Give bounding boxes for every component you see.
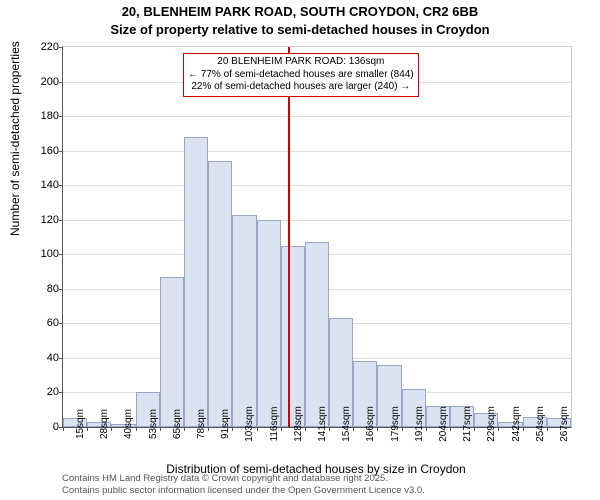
x-tick-mark — [208, 427, 209, 431]
y-tick-label: 120 — [33, 214, 59, 226]
y-tick-label: 140 — [33, 179, 59, 191]
gridline — [63, 116, 571, 117]
credits-line1: Contains HM Land Registry data © Crown c… — [62, 473, 425, 484]
x-tick-mark — [426, 427, 427, 431]
x-tick-mark — [232, 427, 233, 431]
x-tick-mark — [257, 427, 258, 431]
x-tick-mark — [450, 427, 451, 431]
y-tick-label: 100 — [33, 248, 59, 260]
y-tick-mark — [59, 151, 63, 152]
x-tick-label: 166sqm — [365, 406, 376, 442]
y-tick-label: 0 — [33, 421, 59, 433]
x-tick-mark — [281, 427, 282, 431]
histogram-bar — [160, 277, 184, 427]
x-tick-mark — [87, 427, 88, 431]
x-tick-label: 141sqm — [317, 406, 328, 442]
histogram-bar — [184, 137, 208, 427]
y-tick-mark — [59, 116, 63, 117]
y-tick-label: 200 — [33, 76, 59, 88]
y-tick-mark — [59, 185, 63, 186]
annotation-line3: 22% of semi-detached houses are larger (… — [188, 81, 414, 94]
x-tick-label: 254sqm — [535, 406, 546, 442]
x-tick-mark — [523, 427, 524, 431]
x-tick-mark — [160, 427, 161, 431]
y-tick-label: 20 — [33, 386, 59, 398]
x-tick-label: 128sqm — [293, 406, 304, 442]
x-tick-mark — [184, 427, 185, 431]
y-tick-mark — [59, 392, 63, 393]
credits: Contains HM Land Registry data © Crown c… — [62, 473, 425, 496]
gridline — [63, 220, 571, 221]
histogram-bar — [208, 161, 232, 427]
x-tick-mark — [353, 427, 354, 431]
chart-title-line2: Size of property relative to semi-detach… — [0, 22, 600, 37]
plot-area: 02040608010012014016018020022015sqm28sqm… — [62, 46, 572, 428]
y-tick-mark — [59, 289, 63, 290]
x-tick-mark — [547, 427, 548, 431]
y-tick-label: 40 — [33, 352, 59, 364]
marker-annotation: 20 BLENHEIM PARK ROAD: 136sqm ← 77% of s… — [183, 53, 419, 97]
y-tick-mark — [59, 358, 63, 359]
x-tick-mark — [474, 427, 475, 431]
x-tick-label: 204sqm — [438, 406, 449, 442]
x-tick-mark — [305, 427, 306, 431]
y-tick-mark — [59, 82, 63, 83]
x-tick-label: 179sqm — [390, 406, 401, 442]
y-axis-label: Number of semi-detached properties — [8, 41, 22, 236]
histogram-bar — [281, 246, 305, 427]
x-tick-label: 154sqm — [341, 406, 352, 442]
credits-line2: Contains public sector information licen… — [62, 485, 425, 496]
x-tick-mark — [329, 427, 330, 431]
x-tick-label: 78sqm — [196, 409, 207, 439]
x-tick-label: 15sqm — [75, 409, 86, 439]
annotation-line1: 20 BLENHEIM PARK ROAD: 136sqm — [188, 56, 414, 69]
x-tick-label: 28sqm — [99, 409, 110, 439]
x-tick-mark — [498, 427, 499, 431]
x-tick-label: 217sqm — [462, 406, 473, 442]
annotation-line2: ← 77% of semi-detached houses are smalle… — [188, 69, 414, 82]
y-tick-label: 220 — [33, 41, 59, 53]
histogram-bar — [232, 215, 256, 427]
x-tick-mark — [111, 427, 112, 431]
x-tick-label: 53sqm — [148, 409, 159, 439]
x-tick-label: 103sqm — [244, 406, 255, 442]
gridline — [63, 185, 571, 186]
histogram-bar — [305, 242, 329, 427]
x-tick-mark — [377, 427, 378, 431]
y-tick-mark — [59, 254, 63, 255]
x-tick-label: 242sqm — [511, 406, 522, 442]
y-tick-mark — [59, 323, 63, 324]
marker-line — [288, 47, 290, 427]
x-tick-label: 40sqm — [123, 409, 134, 439]
y-tick-mark — [59, 220, 63, 221]
x-tick-mark — [402, 427, 403, 431]
y-tick-label: 60 — [33, 317, 59, 329]
x-tick-label: 229sqm — [486, 406, 497, 442]
histogram-bar — [257, 220, 281, 427]
gridline — [63, 151, 571, 152]
chart-title-line1: 20, BLENHEIM PARK ROAD, SOUTH CROYDON, C… — [0, 4, 600, 19]
y-tick-mark — [59, 47, 63, 48]
x-tick-label: 116sqm — [269, 407, 280, 442]
x-tick-label: 191sqm — [414, 406, 425, 442]
x-tick-mark — [136, 427, 137, 431]
x-tick-label: 65sqm — [172, 409, 183, 439]
y-tick-label: 180 — [33, 110, 59, 122]
x-tick-mark — [63, 427, 64, 431]
chart-container: { "title_line1": "20, BLENHEIM PARK ROAD… — [0, 0, 600, 500]
x-tick-label: 267sqm — [559, 406, 570, 442]
y-tick-label: 80 — [33, 283, 59, 295]
x-tick-label: 91sqm — [220, 409, 231, 439]
y-tick-label: 160 — [33, 145, 59, 157]
